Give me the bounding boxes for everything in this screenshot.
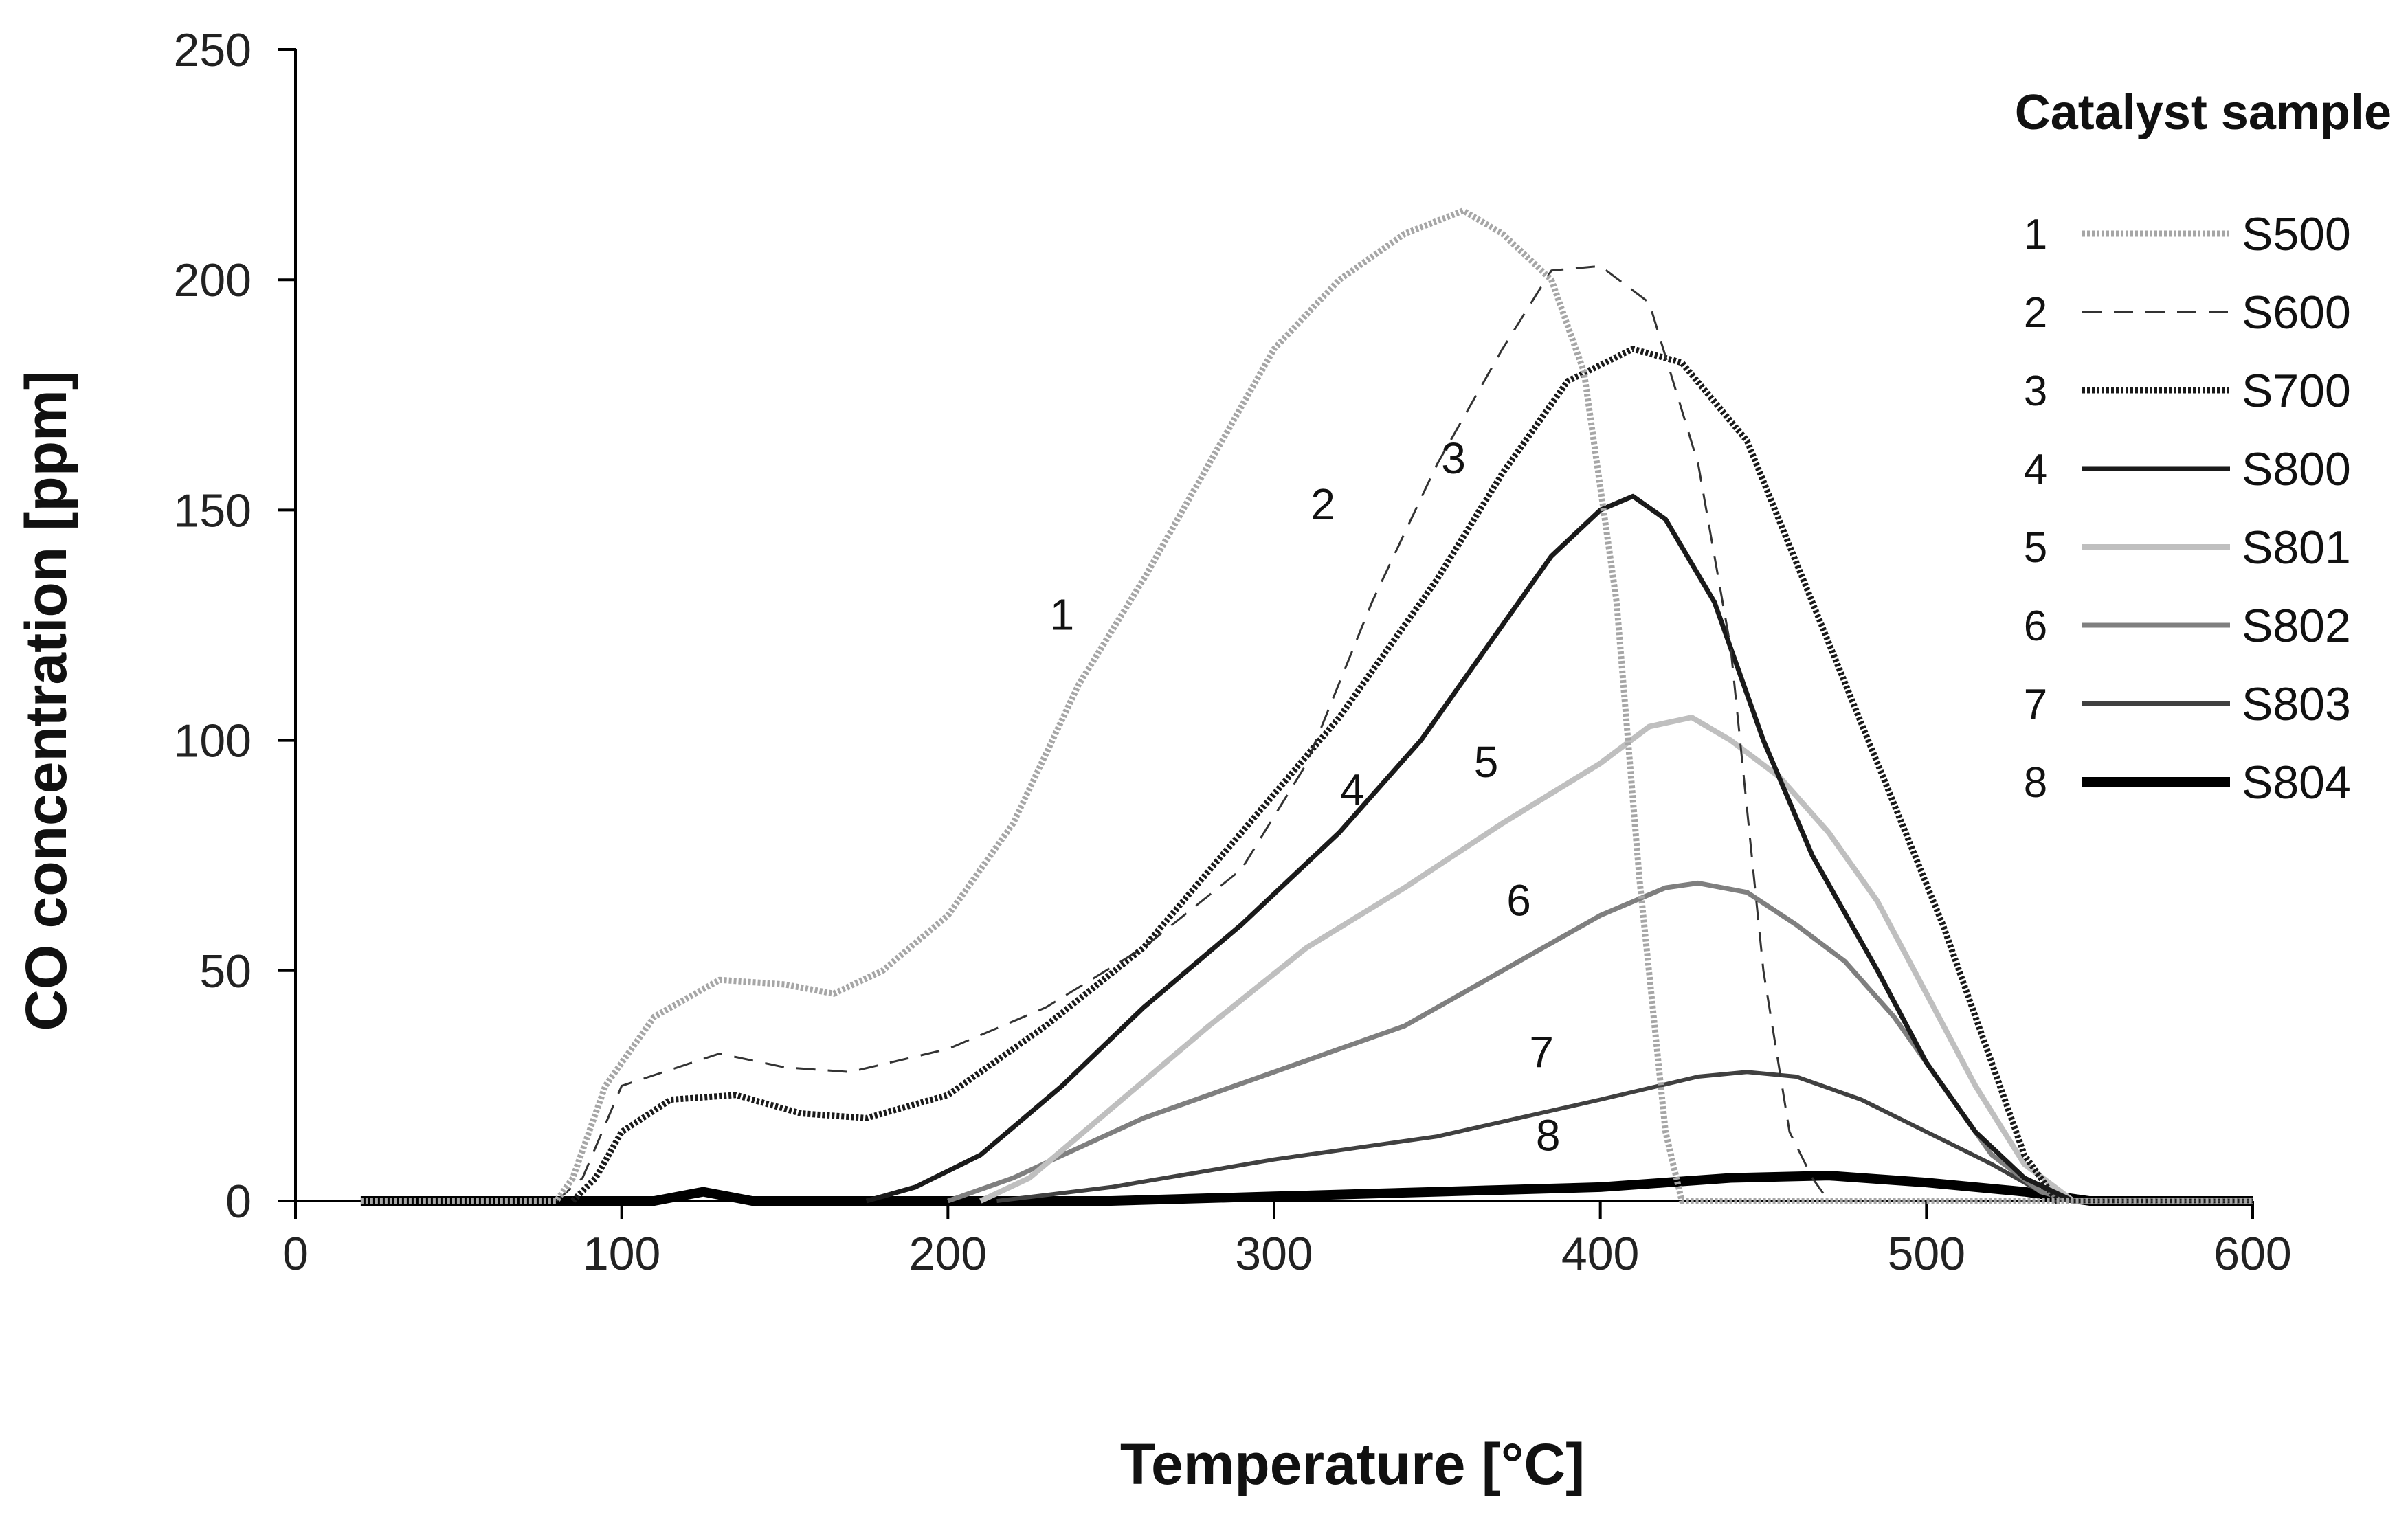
x-tick-label: 400 — [1561, 1228, 1639, 1280]
y-tick-label: 50 — [199, 945, 252, 998]
legend-label: S802 — [2242, 600, 2351, 652]
legend-number: 3 — [2024, 368, 2047, 415]
legend-label: S803 — [2242, 678, 2351, 730]
series-line-s600 — [555, 265, 2253, 1202]
curve-label-2: 2 — [1311, 480, 1335, 529]
legend-title: Catalyst sample — [2015, 85, 2392, 140]
series-line-s802 — [947, 880, 2253, 1204]
legend-number: 1 — [2024, 211, 2047, 258]
curve-label-4: 4 — [1340, 765, 1365, 814]
curve-label-8: 8 — [1536, 1110, 1561, 1160]
legend-number: 7 — [2024, 681, 2047, 728]
series-line-s700 — [570, 346, 2253, 1204]
curve-label-3: 3 — [1441, 434, 1466, 483]
y-tick-label: 0 — [225, 1176, 252, 1228]
x-axis-title: Temperature [°C] — [1120, 1432, 1585, 1496]
legend-number: 8 — [2024, 759, 2047, 807]
curve-label-5: 5 — [1474, 737, 1499, 787]
x-tick-label: 0 — [282, 1228, 309, 1280]
series-line-s800 — [865, 493, 2253, 1204]
curve-label-6: 6 — [1506, 875, 1531, 925]
y-tick-label: 150 — [174, 484, 252, 537]
legend-number: 4 — [2024, 446, 2047, 493]
legend-label: S700 — [2242, 365, 2351, 417]
legend-label: S804 — [2242, 756, 2351, 809]
y-axis-title: CO concentration [ppm] — [14, 370, 78, 1031]
x-tick-label: 600 — [2214, 1228, 2291, 1280]
x-tick-label: 300 — [1235, 1228, 1313, 1280]
curve-labels: 1 2 3 4 5 6 7 8 — [1050, 434, 1561, 1160]
legend-number: 6 — [2024, 603, 2047, 650]
y-tick-label: 200 — [174, 254, 252, 306]
legend-number: 5 — [2024, 524, 2047, 572]
legend-items: 1 S500 2 S600 3 S700 4 S800 5 S801 6 S802 7 S803 8 S804 — [2024, 208, 2351, 809]
series-layer — [360, 207, 2253, 1206]
legend-label: S500 — [2242, 208, 2351, 260]
series-line-s500 — [360, 207, 2253, 1204]
legend-number: 2 — [2024, 289, 2047, 337]
legend-label: S801 — [2242, 521, 2351, 574]
y-tick-label: 100 — [174, 715, 252, 767]
x-tick-label: 100 — [583, 1228, 660, 1280]
series-line-s804 — [360, 1171, 2253, 1206]
curve-label-1: 1 — [1050, 590, 1075, 640]
x-tick-label: 200 — [909, 1228, 987, 1280]
series-line-s801 — [979, 715, 2253, 1204]
legend-label: S600 — [2242, 286, 2351, 339]
y-tick-label: 250 — [174, 24, 252, 76]
x-tick-label: 500 — [1888, 1228, 1965, 1280]
curve-label-7: 7 — [1529, 1028, 1554, 1077]
legend: Catalyst sample 1 S500 2 S600 3 S700 4 S800 5 S80… — [2015, 85, 2392, 809]
legend-label: S800 — [2242, 443, 2351, 495]
